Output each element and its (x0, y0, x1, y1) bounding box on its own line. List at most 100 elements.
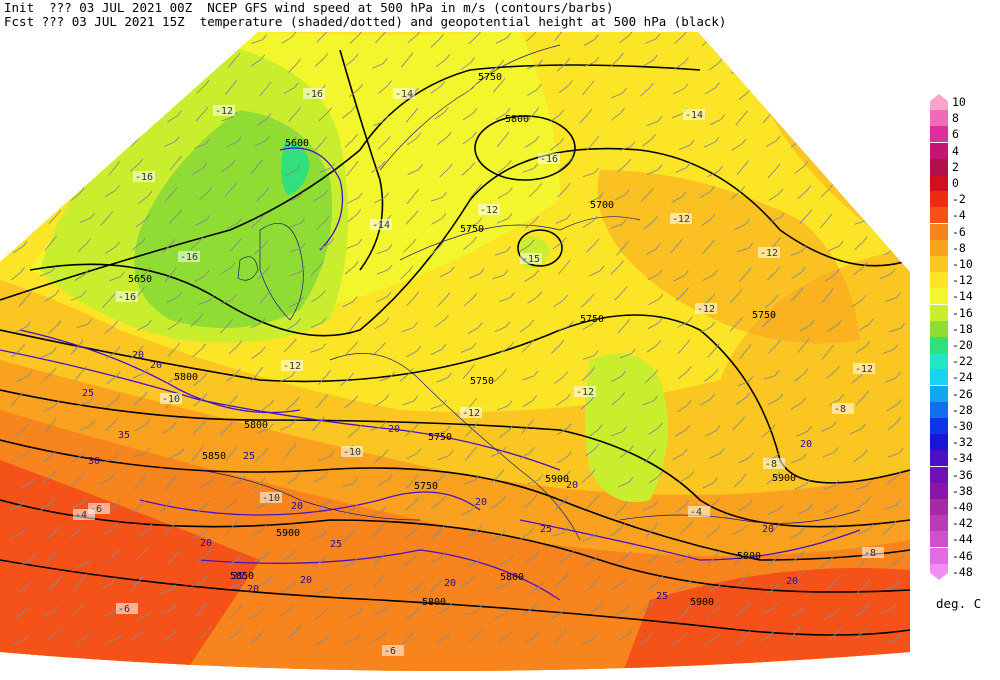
temp-label: -16 (305, 89, 323, 100)
wind-barb-feather (829, 344, 835, 351)
temp-label: -16 (118, 292, 136, 303)
wind-barb-feather (385, 135, 391, 142)
wind-barb (347, 197, 359, 204)
wind-barb-feather (715, 550, 721, 557)
wind-barb (465, 610, 478, 616)
temp-label-bg (116, 291, 138, 302)
wind-barb-feather (537, 83, 542, 90)
wind-barb-feather (499, 469, 505, 475)
legend-label: -40 (952, 500, 973, 514)
wind-barb (160, 589, 173, 594)
wind-barb-feather (143, 368, 149, 374)
wind-barb-feather (205, 215, 211, 221)
wind-barb (79, 425, 92, 431)
wind-barb-feather (506, 246, 511, 252)
wind-barb-feather (619, 260, 624, 266)
legend-swatch (930, 94, 948, 110)
wind-barb (256, 192, 266, 202)
wind-barb-feather (594, 34, 599, 40)
wind-barb (789, 532, 801, 540)
wind-barb (195, 111, 205, 122)
wind-barb-feather (537, 291, 543, 297)
temp-label-bg (460, 407, 482, 418)
wind-barb (611, 431, 623, 437)
height-label: 5750 (428, 432, 452, 443)
wind-barb (790, 84, 800, 94)
wind-barb (767, 398, 780, 405)
wind-barb-feather (652, 54, 658, 61)
wind-barb (821, 426, 833, 432)
wind-barb-feather (657, 116, 663, 122)
wind-barb (821, 164, 831, 174)
legend-swatch (930, 126, 948, 142)
wind-barb (823, 613, 835, 620)
wind-barb-feather (82, 365, 88, 372)
wind-barb (376, 296, 388, 303)
wind-barb (281, 36, 293, 44)
wind-barb (11, 348, 22, 358)
wind-barb-feather (565, 470, 571, 476)
wind-barb (434, 112, 445, 120)
wind-barb (702, 244, 712, 254)
wind-barb (429, 583, 439, 593)
wind-barb (259, 86, 268, 97)
wind-barb-feather (507, 213, 513, 219)
wind-barb (342, 301, 354, 308)
wind-barb-feather (741, 550, 747, 556)
wind-barb-feather (56, 320, 62, 326)
wind-barb-feather (594, 443, 600, 450)
wind-barb-feather (745, 392, 751, 398)
wind-barb (466, 222, 479, 229)
wind-barb (134, 424, 146, 432)
wind-barb-feather (416, 32, 422, 36)
wind-barb (490, 534, 502, 542)
wind-barb-feather (321, 343, 327, 349)
wind-barb (463, 297, 474, 307)
wind-barb-feather (447, 372, 453, 378)
wind-barb-feather (472, 446, 478, 453)
wind-barb (794, 483, 807, 490)
wind-barb-feather (171, 60, 177, 67)
wind-barb (102, 528, 114, 535)
wind-barb (647, 554, 658, 564)
wind-barb-feather (209, 295, 214, 301)
wind-barb-feather (503, 609, 508, 615)
wind-barb (855, 608, 866, 618)
wind-barb (586, 140, 596, 151)
wind-barb (439, 168, 449, 178)
legend-label: -10 (952, 257, 973, 271)
wind-barb-feather (294, 82, 299, 88)
wind-barb (522, 375, 535, 381)
wind-barb (648, 475, 660, 484)
wind-barb-feather (438, 578, 443, 585)
wind-barb-feather (141, 475, 147, 481)
legend-swatch (930, 353, 948, 369)
wind-barb-feather (506, 32, 512, 39)
wind-barb-feather (416, 345, 422, 352)
wind-barb (105, 422, 115, 432)
wind-barb-feather (88, 109, 94, 116)
wind-barb (553, 376, 564, 385)
wind-barb (43, 556, 54, 565)
wind-barb (192, 425, 203, 435)
wind-barb-feather (799, 134, 805, 141)
wind-barb (288, 301, 300, 308)
wind-barb-feather (172, 421, 178, 428)
wind-barb (104, 325, 115, 334)
wind-barb (820, 188, 830, 198)
wind-barb-feather (472, 108, 478, 114)
wind-barb-feather (413, 87, 419, 94)
legend-entry: -28 (928, 402, 1000, 418)
wind-barb-feather (657, 269, 663, 275)
wind-barb-feather (893, 344, 899, 350)
wind-barb (251, 351, 262, 360)
wind-barb (132, 373, 144, 379)
wind-label: 25 (330, 539, 342, 550)
wind-label: 25 (232, 571, 244, 582)
wind-barb (164, 192, 174, 202)
wind-barb-feather (258, 366, 264, 373)
wind-barb-feather (300, 218, 306, 224)
wind-barb-feather (51, 470, 57, 476)
wind-barb (616, 246, 625, 256)
